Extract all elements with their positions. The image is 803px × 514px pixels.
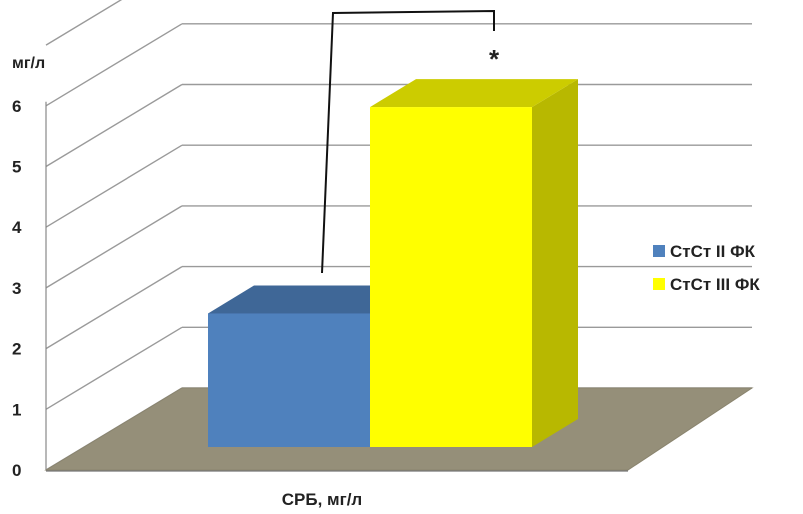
- x-axis-category-label: СРБ, мг/л: [282, 490, 362, 509]
- significance-bracket-line: [321, 9, 495, 274]
- y-tick-label: 3: [12, 279, 21, 298]
- gridline-side: [45, 144, 183, 228]
- bar-series-2: [370, 79, 578, 447]
- legend-label-series-2: СтСт III ФК: [670, 275, 760, 294]
- legend: СтСт II ФК СтСт III ФК: [653, 242, 760, 294]
- significance-star: *: [489, 44, 500, 74]
- gridline-side: [45, 23, 183, 107]
- gridline-side: [45, 83, 183, 168]
- y-tick-label: 0: [12, 461, 21, 480]
- gridline-side: [45, 266, 183, 350]
- gridline-side: [45, 205, 183, 289]
- bar-front-face: [370, 107, 532, 447]
- bar-front-face: [208, 313, 370, 447]
- legend-label-series-1: СтСт II ФК: [670, 242, 756, 261]
- bar-top-face: [370, 79, 578, 108]
- y-tick-label: 2: [12, 340, 21, 359]
- y-axis-unit-label: мг/л: [12, 55, 45, 72]
- gridline-side: [45, 0, 123, 46]
- y-tick-label: 5: [12, 158, 21, 177]
- y-tick-label: 6: [12, 97, 21, 116]
- legend-swatch-series-2: [653, 278, 665, 290]
- y-tick-label: 4: [12, 218, 22, 237]
- y-axis-ticks: 0 1 2 3 4 5 6: [12, 97, 22, 480]
- y-tick-label: 1: [12, 400, 21, 419]
- bars: [208, 79, 578, 447]
- gridline-side: [45, 326, 183, 410]
- legend-swatch-series-1: [653, 245, 665, 257]
- bar-top-face: [208, 285, 416, 314]
- significance-bracket: [321, 9, 495, 274]
- bar-side-face: [532, 79, 578, 447]
